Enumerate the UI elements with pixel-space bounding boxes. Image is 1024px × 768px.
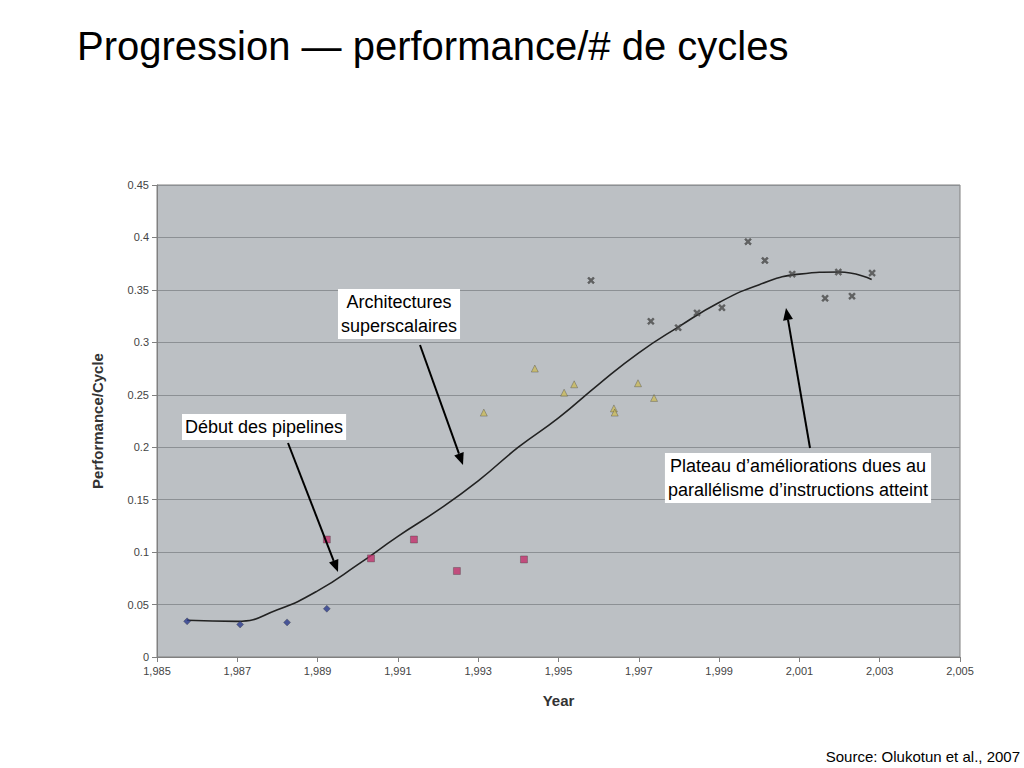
svg-text:2,005: 2,005 bbox=[946, 665, 974, 677]
svg-text:Year: Year bbox=[543, 692, 575, 709]
svg-text:Source: Olukotun et al., 2007: Source: Olukotun et al., 2007 bbox=[826, 748, 1020, 765]
svg-text:1,991: 1,991 bbox=[384, 665, 412, 677]
svg-text:1,987: 1,987 bbox=[224, 665, 252, 677]
svg-text:1,985: 1,985 bbox=[143, 665, 171, 677]
svg-text:Architectures: Architectures bbox=[346, 292, 451, 312]
svg-text:0.15: 0.15 bbox=[128, 494, 149, 506]
svg-text:0.45: 0.45 bbox=[128, 179, 149, 191]
svg-text:1,997: 1,997 bbox=[625, 665, 653, 677]
svg-text:0.35: 0.35 bbox=[128, 284, 149, 296]
svg-text:Progression — performance/# de: Progression — performance/# de cycles bbox=[77, 24, 788, 68]
svg-text:Performance/Cycle: Performance/Cycle bbox=[89, 353, 106, 489]
svg-text:0.05: 0.05 bbox=[128, 599, 149, 611]
svg-text:Début des pipelines: Début des pipelines bbox=[185, 417, 343, 437]
svg-text:0.4: 0.4 bbox=[134, 231, 149, 243]
svg-text:1,999: 1,999 bbox=[705, 665, 733, 677]
svg-text:0: 0 bbox=[143, 651, 149, 663]
svg-text:0.25: 0.25 bbox=[128, 389, 149, 401]
svg-text:Plateau d’améliorations dues a: Plateau d’améliorations dues au bbox=[670, 456, 926, 476]
svg-text:0.1: 0.1 bbox=[134, 546, 149, 558]
svg-text:1,989: 1,989 bbox=[304, 665, 332, 677]
svg-text:0.2: 0.2 bbox=[134, 441, 149, 453]
svg-text:2,001: 2,001 bbox=[786, 665, 814, 677]
svg-text:superscalaires: superscalaires bbox=[341, 316, 457, 336]
svg-text:parallélisme d’instructions at: parallélisme d’instructions atteint bbox=[668, 480, 928, 500]
svg-text:0.3: 0.3 bbox=[134, 336, 149, 348]
svg-text:2,003: 2,003 bbox=[866, 665, 894, 677]
svg-text:1,993: 1,993 bbox=[464, 665, 492, 677]
svg-text:1,995: 1,995 bbox=[545, 665, 573, 677]
